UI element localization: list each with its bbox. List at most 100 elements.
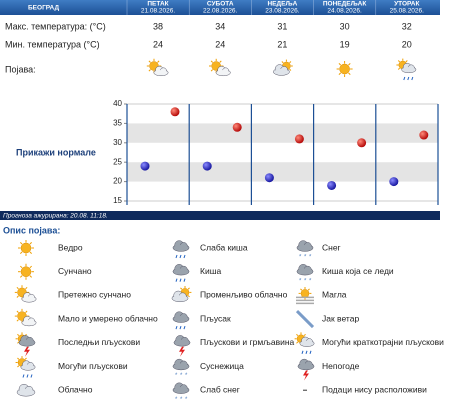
flake: * [180,397,183,403]
cloud-part [173,315,189,322]
weather-icon [296,287,314,305]
legend-item: Киша [200,266,222,276]
max-dot [232,122,242,132]
sun-ray [24,357,27,360]
legend-item: Променљиво облачно [200,290,288,300]
day-date: 23.08.2026. [265,8,300,15]
weather-icon [15,356,36,378]
cloud-part [300,340,314,347]
drop [175,254,178,259]
cloud-part [18,388,34,396]
flake: * [304,255,307,261]
flake: * [175,397,178,403]
sun-ray [338,72,342,76]
sun-ray [296,341,299,344]
sun-ray [303,333,306,337]
sun-ray [16,295,19,298]
min-dot [202,161,212,171]
weather-icon [172,240,190,259]
legend-item: Непогоде [322,361,360,371]
drop [179,254,182,259]
weather-icon [171,286,192,303]
cloud-part [402,66,416,73]
flake: * [185,373,188,379]
min-temp: 24 [153,39,163,49]
sun-ray [187,295,190,298]
sun-ray [405,60,408,63]
phenomenon-label: Појава: [5,64,36,74]
sun-ray [25,310,28,313]
legend-item: Могући пљускови [58,361,128,371]
sun-ray [338,62,342,66]
weather-icon [14,285,37,303]
flake: * [299,255,302,261]
weather-icon [273,59,293,76]
sun-ray [25,286,28,290]
max-label: Макс. температура: (°C) [5,21,106,31]
weather-icon [173,335,191,357]
min-temp: 21 [277,39,287,49]
sun-ray [29,241,33,245]
cloud-part [298,363,314,370]
weather-icon: * * * [172,358,190,379]
cloud-part [173,268,189,275]
sun-ray [19,251,23,255]
day-name: НЕДЕЉА [267,1,297,8]
cloud-part [274,68,289,75]
drop [175,278,178,282]
legend-item: Магла [322,290,347,300]
legend-item: Киша која се леди [322,266,394,276]
min-label: Мин. температура (°C) [5,39,100,49]
header-bar [0,0,440,15]
legend-item: Снег [322,242,341,252]
sun-ray [348,72,351,76]
min-dot [264,173,274,183]
lightning [303,370,309,381]
sun-ray [29,251,33,255]
drop [179,325,182,330]
lightning [24,346,30,357]
sun [20,242,32,254]
sun-ray [397,60,401,63]
legend-item: Последњи пљускови [58,337,140,347]
drop [183,325,186,330]
legend-item: Пљусак [200,313,231,323]
legend-item: Могући краткотрајни пљускови [322,337,444,347]
weather-icon [295,310,315,329]
day-date: 22.08.2026. [203,8,238,15]
sun-ray [148,60,151,63]
legend-item: Мало и умерено облачно [58,313,158,323]
weather-icon [209,58,231,77]
sun [20,266,32,277]
sun-ray [348,62,351,66]
cloud-part [22,296,36,302]
sun-ray [16,286,19,290]
weather-icon [18,263,34,280]
flake: * [309,278,312,284]
legend-item: Облачно [58,384,93,394]
legend-item: Слаба киша [200,242,248,252]
sun-ray [29,275,33,278]
sun-ray [19,275,23,278]
legend-item: Подаци нису расположиви [322,384,427,394]
sun-ray [289,68,292,71]
weather-icon: * * * [172,382,190,403]
min-temp: 20 [402,39,412,49]
cloud-part [174,339,190,346]
sun-ray [397,67,401,70]
weather-icon [396,58,417,81]
sun-ray [180,287,183,290]
sun [300,289,310,298]
legend-item: Суснежица [200,361,244,371]
sun-ray [210,69,214,72]
min-dot [327,180,337,190]
flake: * [185,397,188,403]
legend-title: Опис појава: [3,225,60,235]
sun-ray [29,265,33,269]
day-date: 24.08.2026. [327,8,362,15]
normals-link[interactable]: Прикажи нормале [16,147,96,157]
cloud-part [297,268,313,275]
sun-ray [289,61,292,64]
max-dot [357,138,367,148]
